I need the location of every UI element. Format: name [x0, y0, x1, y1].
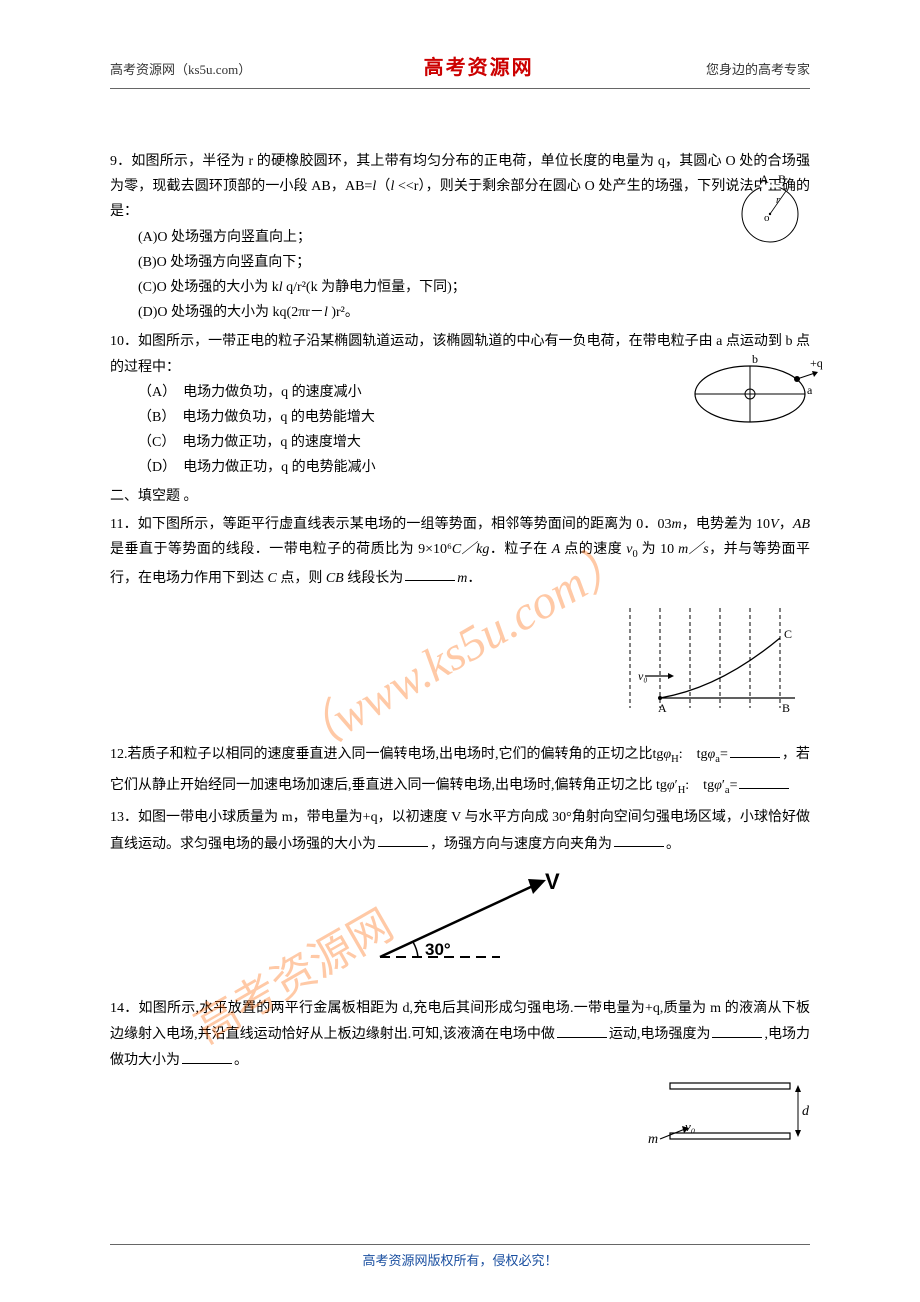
q12-p1: 12.若质子和粒子以相同的速度垂直进入同一偏转电场,出电场时,它们的偏转角的正切…	[110, 747, 663, 762]
fig14-m: m	[648, 1132, 658, 1147]
q11-p1: 11．如下图所示，等距平行虚直线表示某电场的一组等势面，相邻等势面间的距离为 0…	[110, 517, 671, 532]
q11-ms: m／s	[678, 542, 709, 557]
figure-velocity-arrow: 30° V	[110, 867, 810, 986]
page-footer: 高考资源网版权所有，侵权必究！	[110, 1244, 810, 1272]
q9-option-d: (D)O 处场强的大小为 kq(2πr－l )r²。	[110, 300, 810, 325]
q14-blank3	[182, 1047, 232, 1064]
fig14-d: d	[802, 1104, 810, 1119]
q11-p4: 是垂直于等势面的线段．一带电粒子的荷质比为 9×10⁶	[110, 542, 452, 557]
svg-text:r: r	[776, 195, 780, 206]
q12-blank1	[730, 741, 780, 758]
q11-p5: ．粒子在	[489, 542, 551, 557]
question-14: 14．如图所示,水平放置的两平行金属板相距为 d,充电后其间形成匀强电场.一带电…	[110, 996, 810, 1162]
page-header: 高考资源网（ks5u.com） 高考资源网 您身边的高考专家	[110, 50, 810, 89]
q9-optc-post: q/r²(k 为静电力恒量，下同)；	[283, 280, 466, 295]
q13-blank1	[378, 831, 428, 848]
q12-colon2: : tg	[685, 778, 714, 793]
fig11-B: B	[782, 701, 790, 715]
fig14-v0: v₀	[685, 1119, 695, 1134]
q11-m: m	[671, 517, 681, 532]
q11-p10: 线段长为	[344, 570, 404, 585]
q13-p2: ，场强方向与速度方向夹角为	[430, 836, 612, 851]
q11-p2: ，电势差为 10	[682, 517, 770, 532]
q9-stem: 9．如图所示，半径为 r 的硬橡胶圆环，其上带有均匀分布的正电荷，单位长度的电量…	[110, 149, 810, 225]
fig11-v0: v₀	[638, 669, 648, 683]
q13-p3: 。	[666, 836, 680, 851]
fig10-label-b: b	[752, 352, 758, 366]
q12-phi1: φ	[663, 747, 671, 762]
fig-label-A: A	[760, 172, 769, 186]
section-2-title: 二、填空题 。	[110, 484, 810, 509]
q9-optd-post: )r²。	[328, 305, 359, 320]
q9-stem-paren: （	[376, 179, 390, 194]
q14-p2: 运动,电场强度为	[609, 1027, 711, 1042]
fig11-C: C	[784, 627, 792, 641]
q12-eq1: =	[720, 747, 728, 762]
q14-blank1	[557, 1021, 607, 1038]
figure-ellipse-orbit: b a +q	[680, 349, 830, 448]
question-13: 13．如图一带电小球质量为 m，带电量为+q，以初速度 V 与水平方向成 30°…	[110, 805, 810, 985]
question-9: A B o r 9．如图所示，半径为 r 的硬橡胶圆环，其上带有均匀分布的正电荷…	[110, 149, 810, 325]
q11-text: 11．如下图所示，等距平行虚直线表示某电场的一组等势面，相邻等势面间的距离为 0…	[110, 512, 810, 591]
q14-blank2	[712, 1021, 762, 1038]
question-10: b a +q 10．如图所示，一带正电的粒子沿某椭圆轨道运动，该椭圆轨道的中心有…	[110, 329, 810, 480]
q11-C: C	[268, 570, 277, 585]
q14-text: 14．如图所示,水平放置的两平行金属板相距为 d,充电后其间形成匀强电场.一带电…	[110, 996, 810, 1073]
q9-option-c: (C)O 处场强的大小为 kl q/r²(k 为静电力恒量，下同)；	[110, 275, 810, 300]
q12-eq2: =	[730, 778, 738, 793]
q9-optc-pre: (C)O 处场强的大小为 k	[138, 280, 279, 295]
q11-p11: ．	[467, 570, 481, 585]
figure-parallel-plates: d m v₀	[640, 1073, 810, 1162]
header-center-logo: 高考资源网	[424, 50, 534, 86]
header-left: 高考资源网（ks5u.com）	[110, 58, 251, 81]
q14-p4: 。	[234, 1053, 248, 1068]
figure-circle-ring: A B o r	[730, 169, 810, 258]
fig11-A: A	[658, 701, 667, 715]
question-11: 11．如下图所示，等距平行虚直线表示某电场的一组等势面，相邻等势面间的距离为 0…	[110, 512, 810, 736]
fig13-V: V	[545, 869, 560, 894]
q11-unit: C／kg	[452, 542, 490, 557]
q12-phi3: φ	[667, 778, 675, 793]
fig10-label-a: a	[807, 383, 813, 397]
q10-option-d: （D） 电场力做正功，q 的电势能减小	[110, 455, 810, 480]
figure-equipotential: v₀ A B C	[610, 598, 810, 727]
fig-label-o: o	[764, 212, 770, 224]
q11-unit2: m	[457, 570, 467, 585]
q11-V: V	[770, 517, 779, 532]
q11-p9: 点，则	[277, 570, 326, 585]
q11-blank	[405, 565, 455, 582]
question-12: 12.若质子和粒子以相同的速度垂直进入同一偏转电场,出电场时,它们的偏转角的正切…	[110, 740, 810, 802]
header-right: 您身边的高考专家	[706, 58, 810, 81]
q12-phi4: φ	[714, 778, 722, 793]
q12-subH1: H	[671, 753, 679, 764]
q12-blank2	[739, 772, 789, 789]
fig10-label-q: +q	[810, 356, 823, 370]
q13-blank2	[614, 831, 664, 848]
q12-colon1: : tg	[679, 747, 708, 762]
q11-p6: 点的速度	[560, 542, 626, 557]
q11-CB: CB	[326, 570, 344, 585]
q9-option-b: (B)O 处场强方向竖直向下；	[110, 250, 810, 275]
q9-option-a: (A)O 处场强方向竖直向上；	[110, 225, 810, 250]
q11-AB: AB	[793, 517, 810, 532]
q11-p7: 为 10	[638, 542, 678, 557]
q11-p3: ，	[779, 517, 793, 532]
q13-text: 13．如图一带电小球质量为 m，带电量为+q，以初速度 V 与水平方向成 30°…	[110, 805, 810, 856]
fig13-angle: 30°	[425, 940, 451, 959]
q9-optd-pre: (D)O 处场强的大小为 kq(2πr－	[138, 305, 324, 320]
fig-label-B: B	[778, 172, 786, 186]
